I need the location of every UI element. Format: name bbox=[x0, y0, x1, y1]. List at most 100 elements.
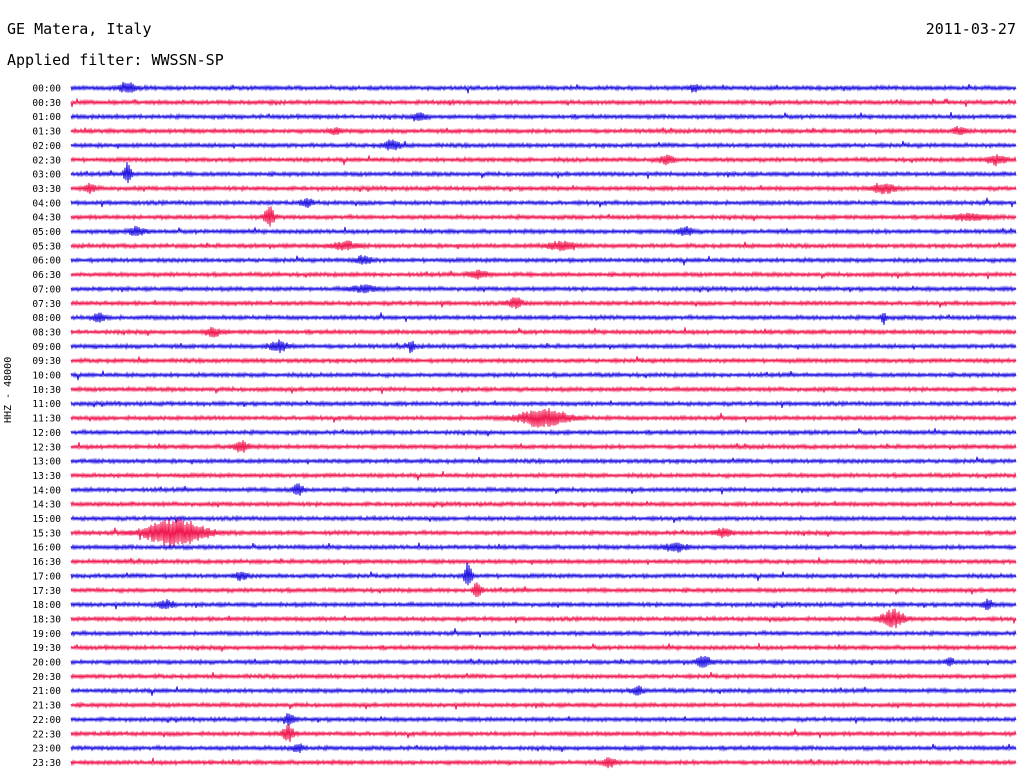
trace-row-1500 bbox=[70, 514, 1017, 524]
trace-row-1330 bbox=[70, 471, 1017, 481]
trace-row-1130 bbox=[70, 408, 1017, 428]
trace-row-0730 bbox=[70, 297, 1017, 309]
trace-row-2300 bbox=[70, 743, 1017, 753]
row-time-label: 21:00 bbox=[32, 686, 61, 697]
trace-row-1030 bbox=[70, 385, 1017, 395]
trace-row-1900 bbox=[70, 628, 1017, 638]
row-time-label: 00:00 bbox=[32, 84, 61, 95]
trace-row-0630 bbox=[70, 269, 1017, 280]
trace-row-1730 bbox=[70, 582, 1017, 598]
row-time-label: 13:00 bbox=[32, 457, 61, 468]
trace-row-0900 bbox=[70, 339, 1017, 354]
row-time-label: 19:30 bbox=[32, 643, 61, 654]
trace-row-1700 bbox=[70, 562, 1017, 586]
row-time-label: 21:30 bbox=[32, 701, 61, 712]
row-time-label: 23:00 bbox=[32, 744, 61, 755]
trace-row-2330 bbox=[70, 757, 1017, 769]
row-time-label: 19:00 bbox=[32, 629, 61, 640]
row-time-label: 08:30 bbox=[32, 327, 61, 338]
row-time-label: 17:00 bbox=[32, 571, 61, 582]
row-time-label: 07:30 bbox=[32, 299, 61, 310]
trace-row-0330 bbox=[70, 182, 1017, 195]
row-time-label: 01:30 bbox=[32, 127, 61, 138]
trace-row-0130 bbox=[70, 125, 1017, 136]
trace-row-0000 bbox=[70, 81, 1017, 94]
row-time-label: 20:00 bbox=[32, 658, 61, 669]
row-time-label: 15:00 bbox=[32, 514, 61, 525]
trace-row-0030 bbox=[70, 98, 1017, 108]
row-time-label: 09:30 bbox=[32, 356, 61, 367]
trace-row-1930 bbox=[70, 642, 1017, 652]
row-time-label: 12:30 bbox=[32, 442, 61, 453]
trace-row-1430 bbox=[70, 500, 1017, 509]
trace-row-1100 bbox=[70, 399, 1017, 408]
row-time-label: 11:30 bbox=[32, 414, 61, 425]
row-time-label: 03:30 bbox=[32, 184, 61, 195]
row-time-label: 13:30 bbox=[32, 471, 61, 482]
row-time-label: 12:00 bbox=[32, 428, 61, 439]
row-time-label: 18:00 bbox=[32, 600, 61, 611]
row-time-label: 08:00 bbox=[32, 313, 61, 324]
trace-row-0400 bbox=[70, 197, 1017, 209]
row-time-label: 10:30 bbox=[32, 385, 61, 396]
row-time-label: 06:30 bbox=[32, 270, 61, 281]
row-time-label: 05:00 bbox=[32, 227, 61, 238]
row-time-label: 16:00 bbox=[32, 543, 61, 554]
row-time-label: 02:00 bbox=[32, 141, 61, 152]
filter-label: Applied filter: WWSSN-SP bbox=[7, 51, 224, 69]
trace-row-1600 bbox=[70, 542, 1017, 553]
row-time-label: 17:30 bbox=[32, 586, 61, 597]
trace-row-1230 bbox=[70, 440, 1017, 453]
trace-row-1530 bbox=[70, 518, 1017, 548]
row-time-label: 23:30 bbox=[32, 758, 61, 769]
row-time-label: 14:00 bbox=[32, 485, 61, 496]
row-time-label: 15:30 bbox=[32, 528, 61, 539]
row-time-label: 04:00 bbox=[32, 198, 61, 209]
row-time-label: 01:00 bbox=[32, 112, 61, 123]
row-time-label: 11:00 bbox=[32, 399, 61, 410]
row-time-label: 09:00 bbox=[32, 342, 61, 353]
trace-row-2200 bbox=[70, 713, 1017, 726]
row-time-label: 22:30 bbox=[32, 729, 61, 740]
trace-row-1830 bbox=[70, 608, 1017, 629]
trace-row-0800 bbox=[70, 312, 1017, 326]
row-time-label: 20:30 bbox=[32, 672, 61, 683]
trace-row-1630 bbox=[70, 557, 1017, 566]
station-title: GE Matera, Italy bbox=[7, 20, 152, 38]
trace-row-0100 bbox=[70, 112, 1017, 122]
trace-row-1300 bbox=[70, 456, 1017, 466]
row-time-label: 05:30 bbox=[32, 241, 61, 252]
row-time-label: 10:00 bbox=[32, 371, 61, 382]
row-time-label: 06:00 bbox=[32, 256, 61, 267]
row-time-label: 22:00 bbox=[32, 715, 61, 726]
trace-row-2030 bbox=[70, 671, 1017, 681]
trace-row-2230 bbox=[70, 724, 1017, 743]
row-time-label: 18:30 bbox=[32, 614, 61, 625]
trace-row-1800 bbox=[70, 598, 1017, 611]
trace-row-0530 bbox=[70, 240, 1017, 252]
trace-row-1400 bbox=[70, 483, 1017, 496]
row-time-label: 16:30 bbox=[32, 557, 61, 568]
trace-row-0600 bbox=[70, 254, 1017, 266]
row-time-label: 14:30 bbox=[32, 500, 61, 511]
trace-row-0500 bbox=[70, 225, 1017, 236]
row-time-label: 03:00 bbox=[32, 170, 61, 181]
row-time-label: 07:00 bbox=[32, 284, 61, 295]
trace-row-0230 bbox=[70, 154, 1017, 167]
trace-row-2130 bbox=[70, 701, 1017, 710]
row-time-label: 00:30 bbox=[32, 98, 61, 109]
row-time-label: 04:30 bbox=[32, 213, 61, 224]
row-time-label: 02:30 bbox=[32, 155, 61, 166]
date-label: 2011-03-27 bbox=[925, 20, 1016, 38]
trace-row-0830 bbox=[70, 326, 1017, 338]
trace-row-1000 bbox=[70, 370, 1017, 381]
trace-row-0930 bbox=[70, 356, 1017, 365]
trace-row-2100 bbox=[70, 685, 1017, 696]
trace-row-0300 bbox=[70, 162, 1017, 184]
trace-row-1200 bbox=[70, 428, 1017, 437]
trace-row-0700 bbox=[70, 284, 1017, 294]
trace-row-2000 bbox=[70, 655, 1017, 668]
trace-row-0430 bbox=[70, 206, 1017, 227]
trace-row-0200 bbox=[70, 139, 1017, 151]
